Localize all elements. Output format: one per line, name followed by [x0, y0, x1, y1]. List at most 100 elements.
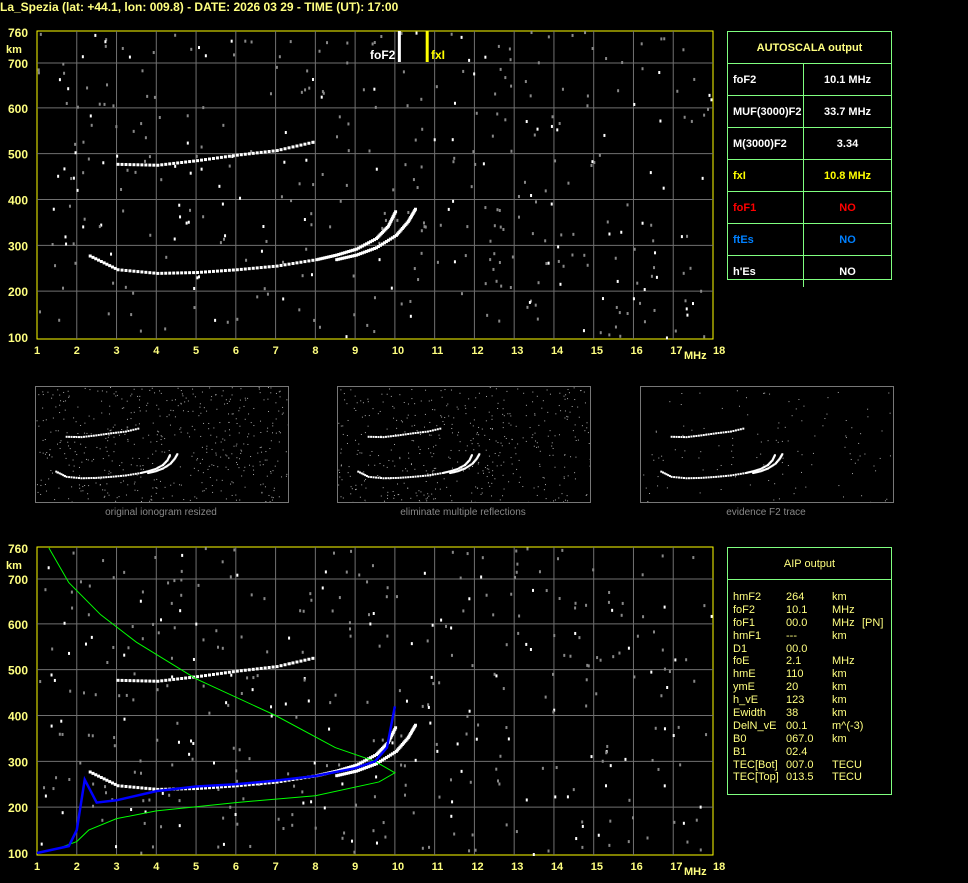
noise-point: [432, 409, 434, 411]
trace-point: [347, 255, 351, 259]
noise-point: [414, 758, 417, 762]
noise-point: [475, 737, 478, 741]
noise-point: [495, 440, 497, 442]
trace-point: [665, 473, 668, 476]
aip-value: 007.0: [786, 758, 814, 771]
noise-point: [244, 397, 246, 399]
noise-point: [236, 317, 239, 321]
trace-point: [172, 271, 176, 275]
trace-point: [243, 783, 247, 787]
noise-point: [451, 423, 453, 425]
noise-point: [146, 404, 148, 406]
trace-point: [267, 666, 271, 669]
autoscala-key: h'Es: [728, 256, 804, 287]
noise-point: [650, 223, 653, 227]
trace-point: [150, 471, 153, 474]
noise-point: [496, 465, 498, 467]
trace-point: [767, 467, 769, 470]
noise-point: [203, 407, 205, 409]
trace-point: [176, 453, 179, 456]
noise-point: [525, 798, 528, 802]
trace-point: [367, 241, 371, 245]
trace-point: [454, 470, 457, 473]
trace-point: [737, 428, 740, 431]
noise-point: [158, 115, 161, 119]
noise-point: [609, 764, 612, 768]
fof2-marker-label: foF2: [370, 48, 396, 62]
noise-point: [393, 407, 395, 409]
noise-point: [236, 779, 239, 783]
noise-point: [486, 395, 488, 397]
noise-point: [557, 259, 560, 263]
autoscala-value: 33.7 MHz: [823, 105, 872, 118]
noise-point: [341, 836, 344, 840]
trace-point: [231, 784, 235, 788]
noise-point: [584, 402, 586, 404]
trace-point: [295, 261, 299, 265]
x-tick-label: 10: [392, 861, 404, 873]
noise-point: [113, 451, 115, 453]
noise-point: [173, 579, 176, 583]
noise-point: [538, 424, 540, 426]
noise-point: [63, 400, 65, 402]
trace-point: [372, 476, 375, 479]
noise-point: [219, 241, 222, 245]
trace-point: [291, 145, 295, 149]
trace-point: [739, 428, 742, 431]
trace-point: [367, 475, 370, 478]
noise-point: [394, 465, 396, 467]
noise-point: [379, 476, 381, 478]
noise-point: [52, 207, 55, 211]
noise-point: [536, 317, 539, 321]
noise-point: [444, 417, 446, 419]
noise-point: [126, 400, 128, 402]
trace-point: [235, 153, 239, 157]
trace-point: [120, 474, 122, 477]
noise-point: [653, 630, 656, 634]
noise-point: [420, 229, 423, 233]
trace-point: [88, 770, 92, 774]
noise-point: [68, 396, 70, 398]
noise-point: [541, 407, 543, 409]
trace-point: [287, 262, 291, 266]
noise-point: [502, 427, 504, 429]
noise-point: [684, 450, 686, 452]
aip-unit: km: [832, 732, 847, 745]
noise-point: [654, 251, 657, 255]
noise-point: [256, 295, 259, 299]
noise-point: [110, 387, 112, 389]
noise-point: [473, 72, 476, 76]
noise-point: [86, 86, 89, 90]
noise-point: [140, 122, 143, 126]
noise-point: [87, 157, 90, 161]
noise-point: [533, 133, 536, 137]
noise-point: [380, 435, 382, 437]
noise-point: [585, 494, 587, 496]
thumbnail-eliminate-multiple: [337, 386, 591, 503]
noise-point: [466, 445, 468, 447]
noise-point: [62, 286, 65, 290]
noise-point: [215, 442, 217, 444]
trace-point: [120, 268, 124, 272]
autoscala-key: MUF(3000)F2: [728, 96, 804, 127]
noise-point: [74, 151, 77, 155]
noise-point: [486, 476, 488, 478]
trace-point: [412, 475, 415, 478]
noise-point: [116, 394, 118, 396]
trace-point: [382, 757, 386, 761]
noise-point: [50, 431, 52, 433]
noise-point: [253, 407, 255, 409]
noise-point: [228, 421, 230, 423]
noise-point: [260, 484, 262, 486]
trace-point: [392, 235, 396, 239]
noise-point: [106, 483, 108, 485]
noise-point: [585, 603, 588, 607]
noise-point: [104, 495, 106, 497]
aip-param: hmF2: [733, 591, 762, 603]
trace-point: [760, 469, 763, 472]
trace-point: [680, 476, 683, 479]
noise-point: [412, 811, 415, 815]
noise-point: [79, 580, 82, 584]
noise-point: [216, 408, 218, 410]
noise-point: [590, 755, 593, 759]
